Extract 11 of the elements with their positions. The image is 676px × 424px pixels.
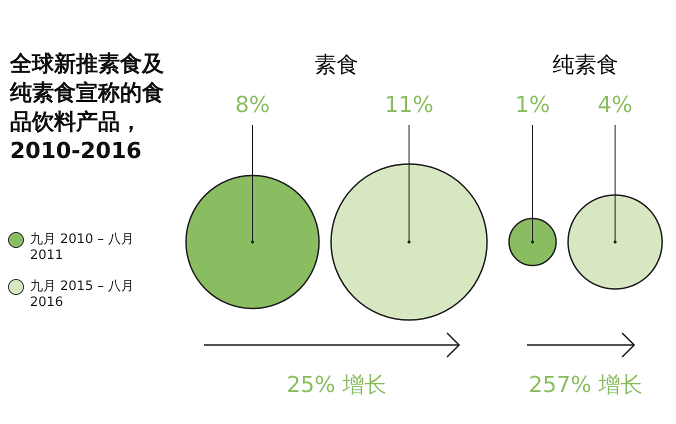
title: 全球新推素食及纯素食宣称的食品饮料产品，2010-2016 (10, 51, 165, 166)
value-label: 4% (598, 93, 633, 118)
annotation: 25% 增长 (286, 373, 386, 398)
value-label: 1% (515, 93, 550, 118)
value-label: 11% (384, 93, 434, 118)
value-label: 8% (235, 93, 270, 118)
legend-label: 九月 2015 – 八月 2016 (30, 278, 135, 310)
annotation: 257% 增长 (528, 373, 643, 398)
category: 纯素食 (552, 53, 619, 78)
legend-label: 九月 2010 – 八月 2011 (30, 231, 135, 263)
category: 素食 (314, 53, 359, 78)
